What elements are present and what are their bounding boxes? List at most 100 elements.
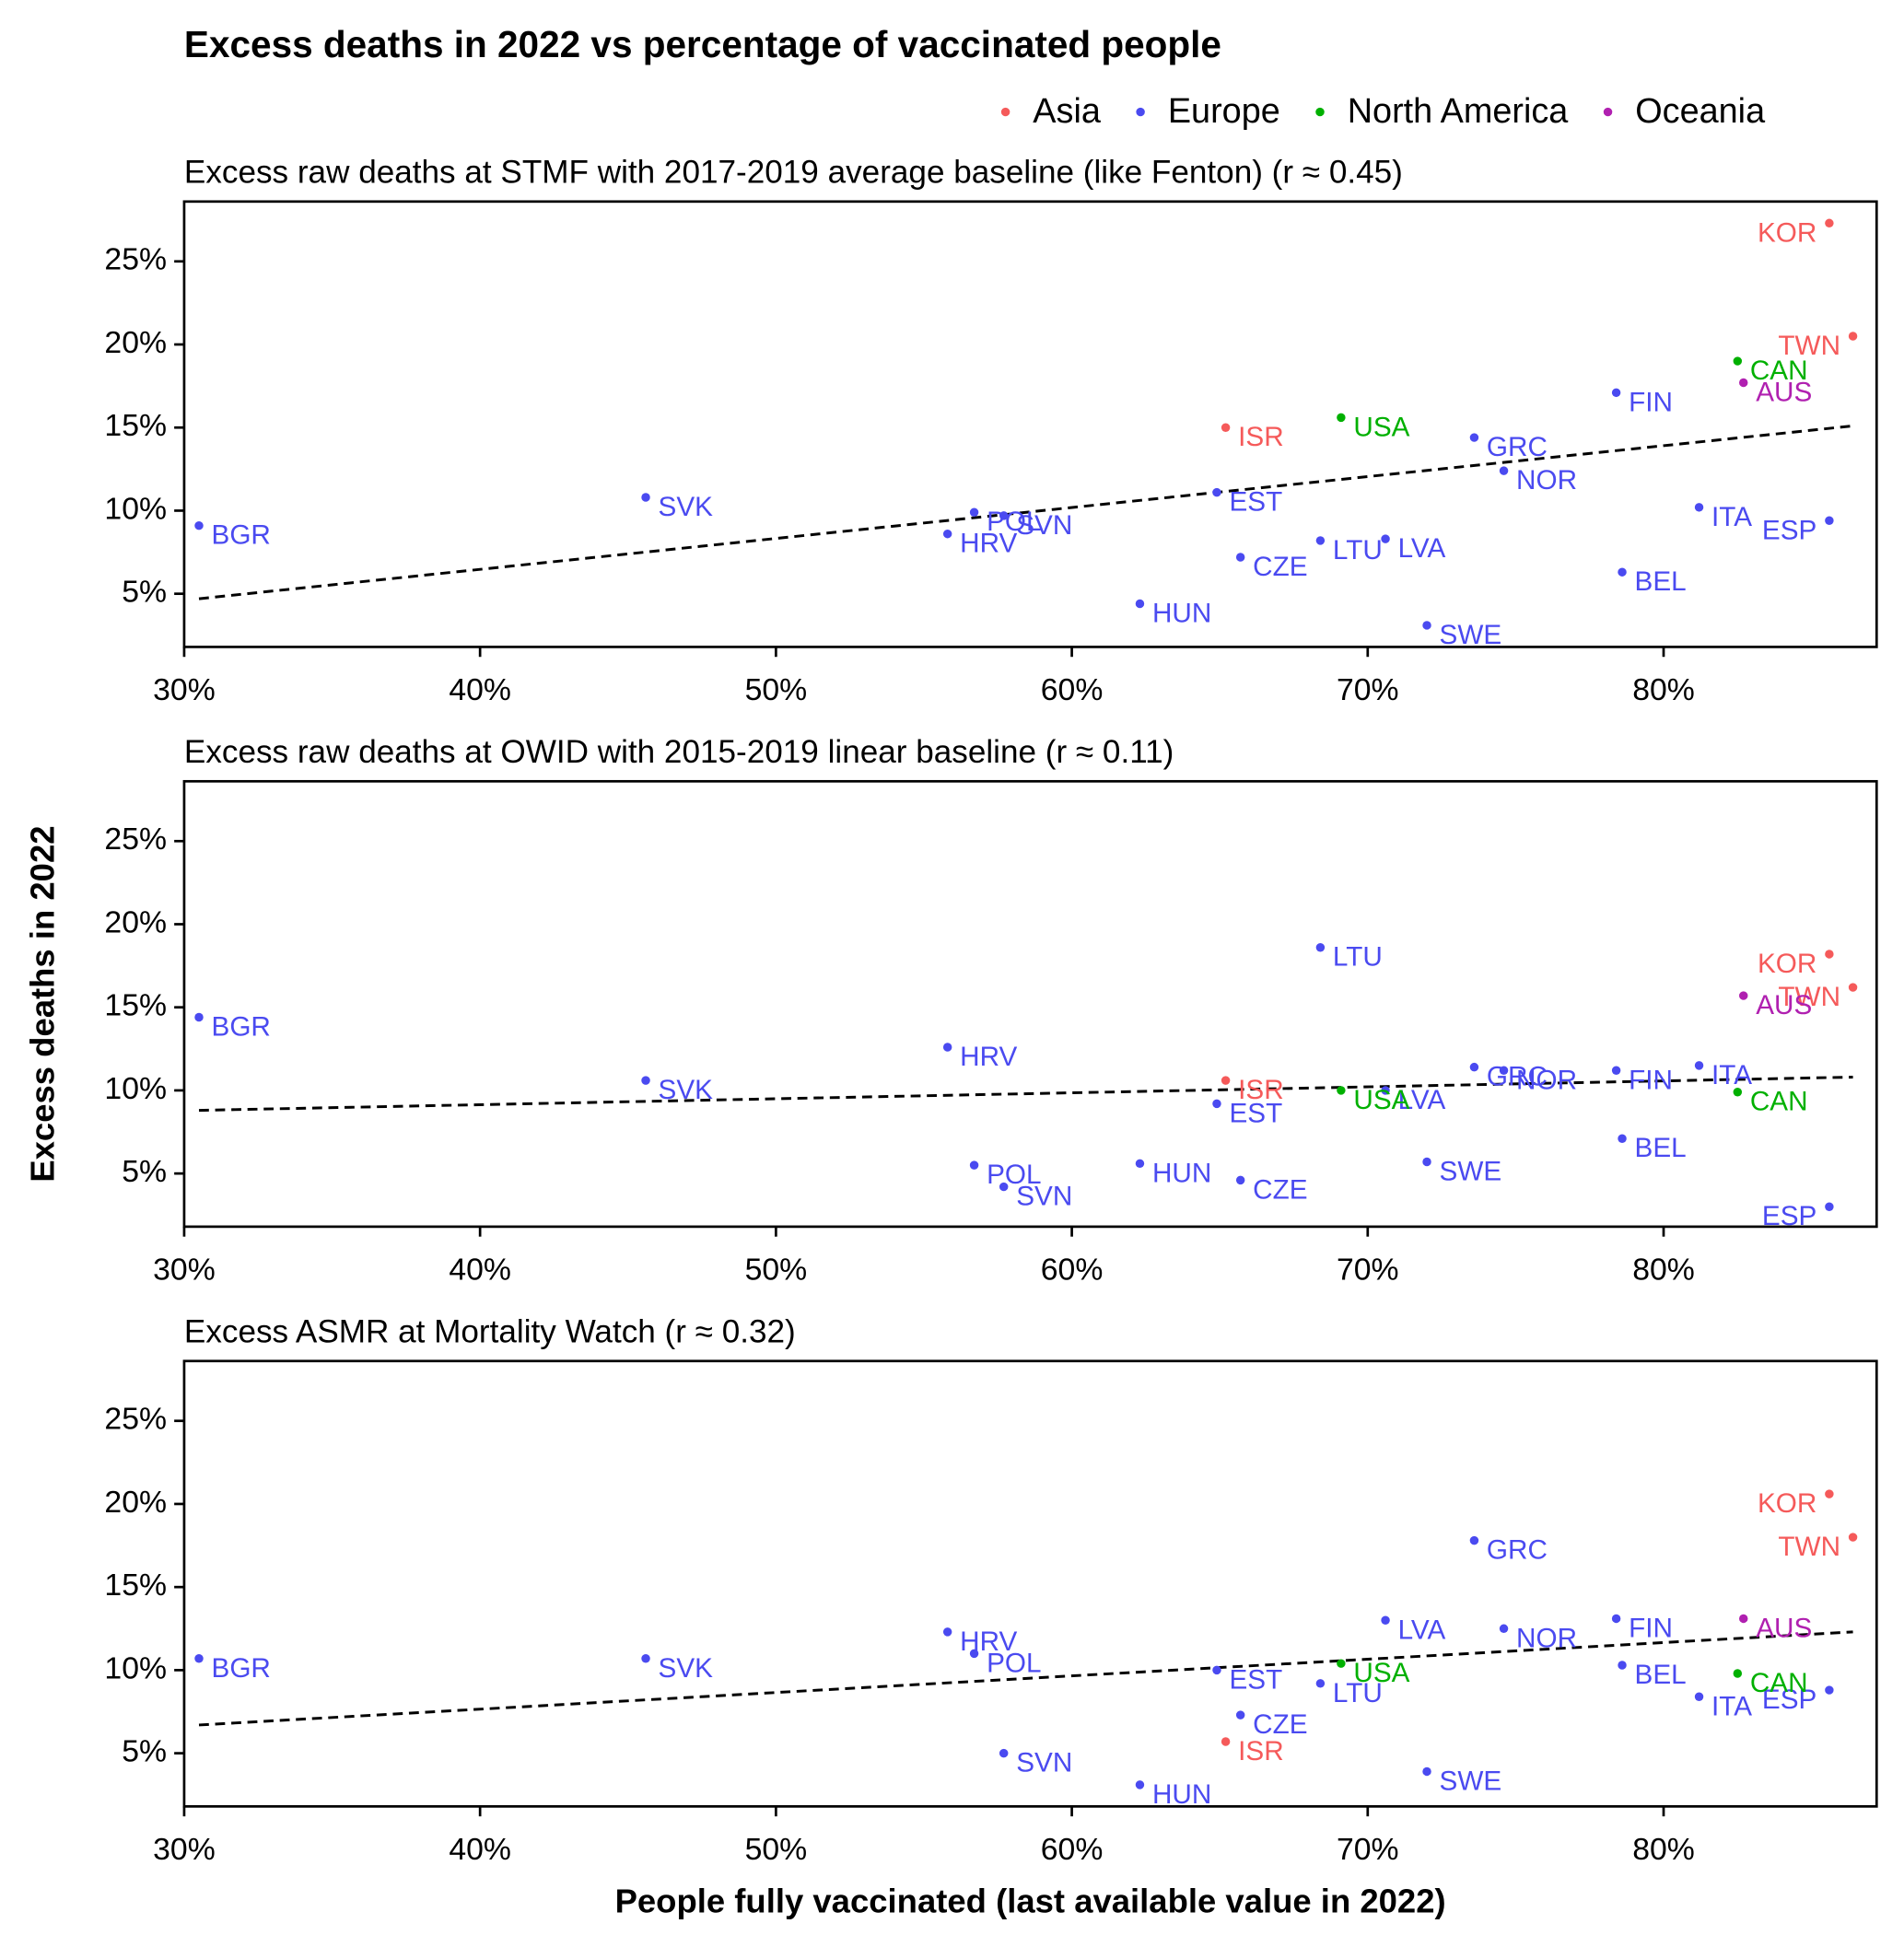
point	[194, 1012, 204, 1022]
point-label: CAN	[1750, 356, 1808, 386]
x-tick-label: 30%	[153, 672, 216, 707]
point	[1212, 1665, 1221, 1675]
point-label: SVN	[1016, 1182, 1072, 1212]
point-label: ISR	[1238, 422, 1284, 452]
point-label: BEL	[1635, 1133, 1687, 1163]
point-label: BGR	[212, 520, 271, 551]
point-label: CAN	[1750, 1087, 1808, 1117]
point-label: USA	[1353, 1658, 1409, 1688]
y-tick-label: 25%	[104, 242, 167, 277]
point	[1381, 1086, 1390, 1095]
point	[1422, 1157, 1431, 1167]
point	[999, 1748, 1009, 1758]
legend-marker	[1315, 107, 1325, 117]
point-label: BGR	[212, 1012, 271, 1043]
point	[1135, 1780, 1145, 1790]
point-label: ITA	[1711, 502, 1752, 532]
point-label: CZE	[1253, 552, 1307, 582]
point	[641, 493, 650, 502]
subtitle: Excess ASMR at Mortality Watch (r ≈ 0.32…	[184, 1313, 796, 1349]
legend-label: Europe	[1168, 92, 1280, 131]
point-label: AUS	[1756, 1613, 1812, 1643]
point	[1733, 356, 1743, 366]
point	[1825, 218, 1834, 228]
x-tick-label: 30%	[153, 1252, 216, 1287]
point-label: CAN	[1750, 1668, 1808, 1698]
point-label: SVK	[659, 492, 714, 522]
point	[1618, 1661, 1627, 1670]
point	[1739, 991, 1748, 1000]
point	[969, 507, 979, 517]
point	[1235, 553, 1245, 562]
point	[1337, 1659, 1346, 1668]
point	[1315, 943, 1326, 952]
point	[1739, 378, 1748, 388]
y-tick-label: 5%	[122, 575, 167, 610]
point	[1235, 1710, 1245, 1720]
point	[1212, 487, 1221, 497]
legend-marker	[1603, 107, 1613, 117]
point	[1848, 1533, 1858, 1542]
point	[1469, 1062, 1479, 1072]
point-label: AUS	[1756, 990, 1812, 1020]
point-label: KOR	[1758, 949, 1816, 979]
point	[1422, 1766, 1431, 1777]
y-tick-label: 20%	[104, 1485, 167, 1520]
point-label: AUS	[1756, 378, 1812, 408]
point-label: HRV	[960, 529, 1017, 559]
point	[942, 529, 952, 539]
trend-line	[198, 1076, 1853, 1113]
point	[1733, 1088, 1743, 1097]
point-label: SVK	[659, 1075, 714, 1105]
y-tick-label: 20%	[104, 325, 167, 360]
point	[1235, 1175, 1245, 1185]
point-label: ISR	[1238, 1736, 1284, 1766]
point	[1825, 516, 1834, 526]
point-label: GRC	[1487, 1062, 1548, 1092]
point	[999, 1182, 1009, 1192]
legend-marker	[1136, 107, 1145, 117]
trend-line	[198, 424, 1853, 600]
x-tick-label: 60%	[1041, 1832, 1104, 1867]
point-label: SWE	[1440, 620, 1502, 650]
point	[1381, 534, 1390, 543]
point-label: HRV	[960, 1042, 1017, 1072]
point	[1135, 1159, 1145, 1169]
x-tick-label: 40%	[449, 1832, 511, 1867]
point	[1825, 950, 1834, 959]
x-tick-label: 80%	[1632, 1832, 1695, 1867]
subtitle: Excess raw deaths at OWID with 2015-2019…	[184, 734, 1174, 770]
point-label: ESP	[1762, 1685, 1816, 1715]
point-label: POL	[987, 507, 1041, 537]
point	[1315, 536, 1326, 545]
point	[1499, 1066, 1509, 1075]
x-tick-label: 80%	[1632, 1252, 1695, 1287]
point	[1212, 1099, 1221, 1109]
point-label: SVN	[1016, 1748, 1072, 1778]
point-label: FIN	[1629, 1613, 1673, 1643]
point-label: ITA	[1711, 1691, 1752, 1721]
point-label: BEL	[1635, 566, 1687, 597]
point	[641, 1076, 650, 1085]
x-tick-label: 60%	[1041, 672, 1104, 707]
chart-title: Excess deaths in 2022 vs percentage of v…	[184, 23, 1221, 65]
point-label: EST	[1229, 487, 1282, 518]
x-tick-label: 80%	[1632, 672, 1695, 707]
point	[1733, 1669, 1743, 1678]
y-axis-label: Excess deaths in 2022	[23, 825, 61, 1182]
point-label: POL	[987, 1648, 1041, 1678]
point-label: NOR	[1516, 1065, 1577, 1095]
point	[1611, 1066, 1621, 1075]
point	[1221, 1076, 1231, 1085]
point	[969, 1160, 979, 1170]
point-label: HRV	[960, 1626, 1017, 1657]
point	[1221, 423, 1231, 432]
point-label: POL	[987, 1160, 1041, 1190]
point	[194, 1654, 204, 1663]
point-label: LVA	[1398, 1085, 1446, 1115]
point	[1694, 1692, 1704, 1701]
point-label: ESP	[1762, 515, 1816, 545]
point	[1469, 1535, 1479, 1545]
x-tick-label: 70%	[1337, 1832, 1399, 1867]
point	[942, 1627, 952, 1637]
